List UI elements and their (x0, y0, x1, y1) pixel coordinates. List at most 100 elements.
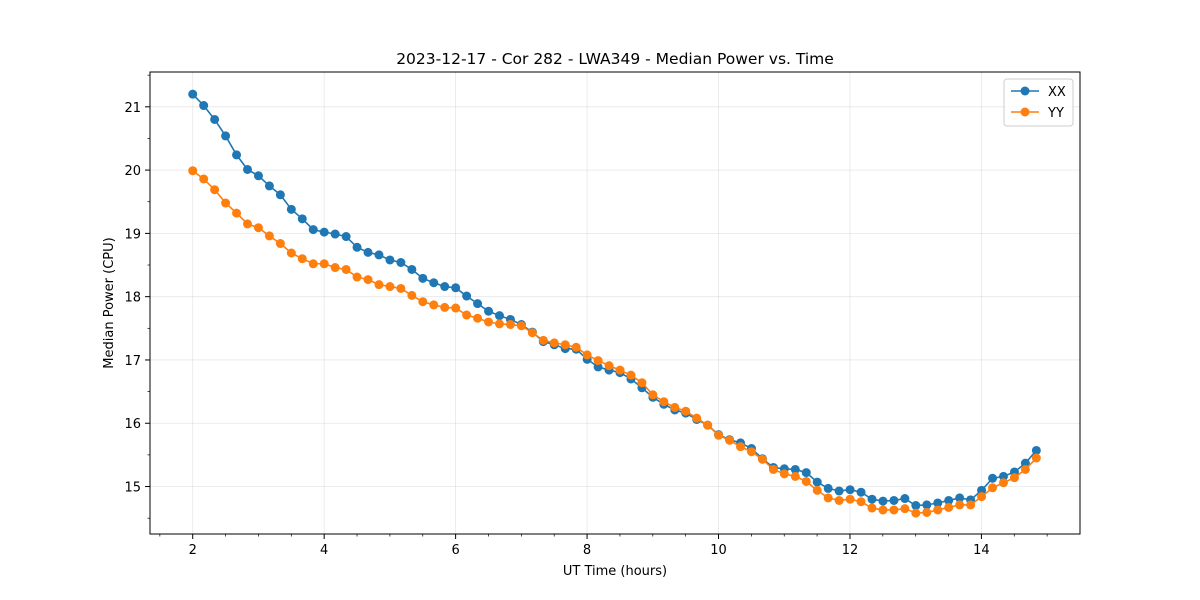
legend-label-xx: XX (1048, 85, 1066, 100)
data-point-xx (297, 214, 307, 224)
legend-label-yy: YY (1047, 106, 1064, 121)
x-axis-label: UT Time (hours) (563, 564, 667, 579)
y-tick-label: 18 (124, 291, 141, 306)
data-point-xx (473, 299, 483, 309)
chart-title: 2023-12-17 - Cor 282 - LWA349 - Median P… (396, 50, 834, 68)
data-point-yy (363, 275, 373, 285)
data-point-yy (221, 198, 231, 208)
data-point-yy (626, 370, 636, 380)
data-point-yy (988, 483, 998, 493)
data-point-xx (812, 477, 822, 487)
y-axis-label: Median Power (CPU) (102, 237, 117, 368)
data-point-xx (308, 225, 318, 235)
data-point-xx (275, 190, 285, 200)
data-point-xx (385, 255, 395, 265)
data-point-yy (593, 356, 603, 366)
data-point-xx (955, 493, 965, 503)
x-tick-label: 2 (189, 543, 197, 558)
data-point-yy (560, 340, 570, 350)
data-point-yy (955, 500, 965, 510)
y-tick-label: 17 (124, 354, 141, 369)
data-point-xx (484, 306, 494, 316)
data-point-yy (352, 272, 362, 282)
y-tick-label: 21 (124, 101, 141, 116)
legend: XX YY (1003, 78, 1074, 127)
data-point-xx (845, 485, 855, 495)
data-point-yy (615, 365, 625, 375)
x-tick-label: 6 (451, 543, 459, 558)
data-point-yy (801, 476, 811, 486)
data-point-yy (210, 185, 220, 195)
data-point-yy (681, 406, 691, 416)
data-point-yy (527, 328, 537, 338)
data-point-xx (922, 500, 932, 510)
data-point-xx (878, 496, 888, 506)
data-point-yy (659, 397, 669, 407)
data-point-yy (308, 259, 318, 269)
data-point-xx (451, 283, 461, 293)
y-tick-label: 16 (124, 417, 141, 432)
data-point-yy (330, 263, 340, 273)
data-point-yy (199, 174, 209, 184)
data-point-xx (188, 89, 198, 99)
data-point-yy (648, 390, 658, 400)
data-point-yy (834, 495, 844, 505)
data-point-xx (944, 495, 954, 505)
data-point-yy (692, 413, 702, 423)
data-point-yy (911, 508, 921, 518)
y-tick-label: 15 (124, 481, 141, 496)
data-point-yy (418, 297, 428, 307)
data-point-yy (232, 208, 242, 218)
data-point-yy (823, 493, 833, 503)
data-point-yy (812, 485, 822, 495)
data-point-yy (736, 442, 746, 452)
data-point-yy (637, 378, 647, 388)
data-point-yy (407, 290, 417, 300)
data-point-yy (264, 231, 274, 241)
data-point-yy (462, 310, 472, 320)
plot-frame (149, 71, 1081, 535)
data-point-yy (1009, 473, 1019, 483)
data-point-yy (484, 317, 494, 327)
data-point-yy (779, 469, 789, 479)
x-tick-label: 14 (973, 543, 990, 558)
data-point-yy (746, 447, 756, 457)
x-tick-label: 8 (583, 543, 591, 558)
data-point-xx (341, 232, 351, 242)
data-point-yy (867, 503, 877, 513)
data-point-xx (330, 229, 340, 239)
data-point-yy (889, 505, 899, 515)
legend-marker-yy (1020, 107, 1030, 117)
data-point-yy (922, 507, 932, 517)
x-tick-label: 12 (842, 543, 859, 558)
y-tick-label: 19 (124, 227, 141, 242)
data-point-yy (757, 454, 767, 464)
data-point-yy (571, 342, 581, 352)
data-point-yy (900, 504, 910, 514)
data-point-yy (243, 219, 252, 229)
y-axis-ticks: 15 16 17 18 19 20 21 (124, 74, 150, 519)
data-point-yy (505, 320, 515, 330)
data-point-xx (495, 311, 504, 321)
data-point-yy (297, 254, 307, 264)
data-point-yy (725, 435, 735, 445)
data-point-xx (856, 487, 866, 497)
data-point-yy (933, 505, 943, 515)
data-point-xx (319, 227, 329, 237)
data-point-xx (801, 468, 811, 478)
data-point-xx (900, 494, 910, 504)
data-point-yy (275, 239, 285, 249)
data-point-yy (385, 282, 395, 292)
data-point-yy (188, 166, 198, 176)
data-point-yy (374, 280, 384, 290)
data-point-yy (856, 497, 866, 507)
data-point-yy (703, 420, 713, 430)
data-point-yy (977, 492, 987, 502)
data-point-xx (977, 485, 987, 495)
data-point-yy (341, 264, 351, 274)
data-point-xx (221, 131, 231, 141)
data-point-xx (933, 498, 943, 508)
data-point-xx (243, 164, 252, 174)
